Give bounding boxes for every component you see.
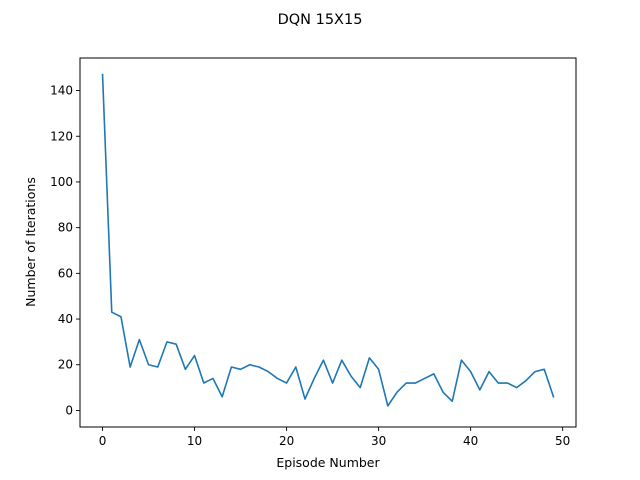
y-tick-label: 100 <box>50 175 73 189</box>
y-tick-label: 140 <box>50 84 73 98</box>
series-line <box>101 73 555 407</box>
x-tick-label: 10 <box>187 434 202 448</box>
x-tick-label: 40 <box>463 434 478 448</box>
x-tick-label: 20 <box>279 434 294 448</box>
y-tick-label: 120 <box>50 129 73 143</box>
x-tick-label: 50 <box>555 434 570 448</box>
chart-title: DQN 15X15 <box>278 12 363 28</box>
y-tick-label: 0 <box>65 403 73 417</box>
plot-area <box>101 73 555 407</box>
y-tick-label: 80 <box>58 221 73 235</box>
y-tick-label: 40 <box>58 312 73 326</box>
x-axis-label: Episode Number <box>276 455 380 470</box>
x-tick-label: 30 <box>371 434 386 448</box>
x-axis: 0 10 20 30 40 50 <box>99 427 570 448</box>
x-tick-label: 0 <box>99 434 107 448</box>
y-tick-label: 20 <box>58 358 73 372</box>
plot-frame <box>79 57 577 428</box>
y-axis: 0 20 40 60 80 100 120 140 <box>50 84 80 417</box>
y-tick-label: 60 <box>58 266 73 280</box>
y-axis-label: Number of Iterations <box>23 177 38 307</box>
